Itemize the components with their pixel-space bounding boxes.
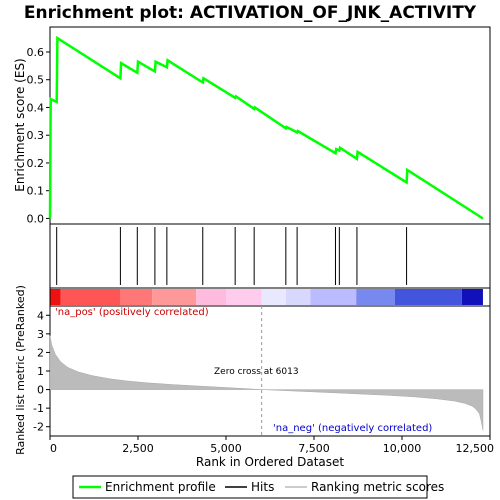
enrichment-profile-line (48, 35, 484, 220)
x-tick-label: 2,500 (122, 442, 154, 455)
es-y-tick-label: 0.0 (27, 212, 45, 225)
ranking-metric-area (49, 335, 484, 431)
ranking-y-tick-label: -2 (33, 421, 44, 434)
heat-bar-segment (261, 289, 286, 305)
x-tick-label: 7,500 (298, 442, 330, 455)
hits-marks (56, 227, 408, 285)
ranking-y-tick-label: 4 (37, 309, 44, 322)
ranking-y-axis: 4 3 2 1 0 -1 -2 (33, 309, 50, 434)
ranking-y-axis-label: Ranked list metric (PreRanked) (14, 285, 27, 455)
ranking-y-tick-label: 0 (37, 384, 44, 397)
x-axis-label: Rank in Ordered Dataset (196, 455, 344, 469)
heat-bar-segment (196, 289, 226, 305)
es-y-tick-label: 0.3 (27, 129, 45, 142)
negative-correlation-label: 'na_neg' (negatively correlated) (273, 423, 432, 434)
heat-bar-segment (120, 289, 153, 305)
x-tick-label: 10,000 (383, 442, 422, 455)
es-y-tick-label: 0.4 (27, 101, 45, 114)
legend-box (72, 475, 428, 499)
ranking-y-tick-label: 2 (37, 346, 44, 359)
positive-correlation-label: 'na_pos' (positively correlated) (55, 307, 209, 318)
heat-bar-segment (50, 289, 61, 305)
heat-bar-segment (356, 289, 395, 305)
heat-bar-segment (461, 289, 483, 305)
es-y-axis-label: Enrichment score (ES) (13, 58, 27, 191)
x-tick-label: 12,500 (456, 442, 495, 455)
es-y-tick-label: 0.2 (27, 157, 45, 170)
heat-bar-segment (226, 289, 262, 305)
legend-label-enrichment-profile: Enrichment profile (105, 480, 216, 494)
heat-bar-segment (60, 289, 121, 305)
legend-label-hits: Hits (251, 480, 274, 494)
ranking-y-tick-label: 3 (37, 328, 44, 341)
es-panel-frame (49, 26, 491, 225)
es-y-tick-label: 0.6 (27, 46, 45, 59)
ranking-heat-bar (50, 289, 483, 305)
chart-title: Enrichment plot: ACTIVATION_OF_JNK_ACTIV… (24, 3, 477, 23)
heat-bar-segment (152, 289, 197, 305)
heat-bar-segment (394, 289, 462, 305)
heat-bar-segment (285, 289, 311, 305)
es-y-tick-label: 0.5 (27, 74, 45, 87)
x-axis: 0 2,500 5,000 7,500 10,000 12,500 (49, 436, 495, 455)
legend-label-ranking-metric-scores: Ranking metric scores (311, 480, 444, 494)
hits-panel-frame (49, 223, 491, 289)
zero-cross-annotation: Zero cross at 6013 (214, 367, 299, 377)
ranking-y-tick-label: 1 (37, 365, 44, 378)
x-tick-label: 0 (50, 442, 57, 455)
ranking-y-tick-label: -1 (33, 402, 44, 415)
es-y-tick-label: 0.1 (27, 185, 45, 198)
heat-bar-segment (310, 289, 357, 305)
x-tick-label: 5,000 (210, 442, 242, 455)
es-y-axis: 0.0 0.1 0.2 0.3 0.4 0.5 0.6 (27, 46, 50, 225)
